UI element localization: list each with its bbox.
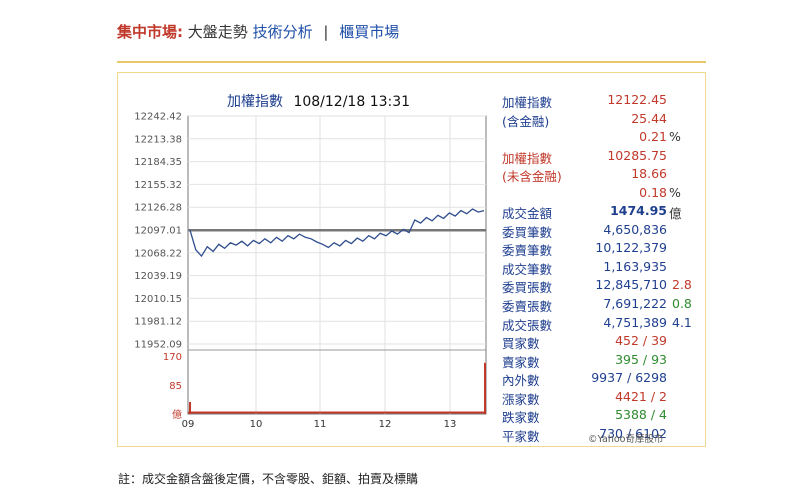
stat-row-trades: 成交筆數 1,163,935 bbox=[502, 259, 702, 278]
nav-market-label: 集中市場: bbox=[117, 23, 183, 41]
stat-row-flat: 平家數 730 / 6102 bbox=[502, 426, 702, 445]
footnote: 註：成交金額含盤後定價，不含零股、鉅額、拍賣及標購 bbox=[118, 472, 419, 486]
stat-row-incl-fin: (含金融) 25.44 bbox=[502, 111, 702, 130]
ex-fin-label: (未含金融) bbox=[502, 169, 562, 185]
ask-orders-value: 10,122,379 bbox=[595, 240, 667, 256]
chart-title-name: 加權指數 bbox=[227, 94, 283, 110]
stat-row-ex-fin-index: 加權指數 10285.75 bbox=[502, 148, 702, 167]
chart-title-datetime: 108/12/18 13:31 bbox=[293, 94, 411, 110]
y-tick-label: 12068.22 bbox=[134, 248, 182, 259]
inout-label: 內外數 bbox=[502, 373, 540, 389]
y-tick-label: 12039.19 bbox=[134, 271, 182, 282]
stat-row-sellers: 賣家數 395 / 93 bbox=[502, 352, 702, 371]
bid-orders-label: 委買筆數 bbox=[502, 224, 553, 240]
stat-row-ex-fin-pct: 0.18 % bbox=[502, 185, 702, 204]
ask-lots-value: 7,691,222 bbox=[603, 296, 667, 312]
down-value: 5388 / 4 bbox=[615, 407, 667, 423]
y-tick-label: 12010.15 bbox=[134, 294, 182, 305]
ask-orders-label: 委賣筆數 bbox=[502, 243, 553, 259]
stat-row-up: 漲家數 4421 / 2 bbox=[502, 389, 702, 408]
turnover-value: 1474.95 bbox=[610, 203, 667, 219]
sellers-label: 賣家數 bbox=[502, 354, 540, 370]
ex-fin-pct: 0.18 bbox=[639, 184, 667, 200]
incl-fin-change: 25.44 bbox=[631, 110, 667, 126]
stat-row-bid-lots: 委買張數 12,845,710 2.8 bbox=[502, 277, 702, 296]
trades-label: 成交筆數 bbox=[502, 261, 553, 277]
index-line bbox=[189, 208, 485, 258]
up-label: 漲家數 bbox=[502, 391, 540, 407]
stat-row-turnover: 成交金額 1474.95 億 bbox=[502, 203, 702, 222]
volume-lots-value: 4,751,389 bbox=[603, 314, 667, 330]
ex-fin-index-value: 10285.75 bbox=[607, 147, 667, 163]
incl-fin-label: (含金融) bbox=[502, 113, 550, 129]
ask-lots-label: 委賣張數 bbox=[502, 299, 553, 315]
stat-row-ex-fin: (未含金融) 18.66 bbox=[502, 166, 702, 185]
up-value: 4421 / 2 bbox=[615, 388, 667, 404]
stat-row-buyers: 買家數 452 / 39 bbox=[502, 333, 702, 352]
trades-value: 1,163,935 bbox=[603, 258, 667, 274]
down-label: 跌家數 bbox=[502, 410, 540, 426]
stat-row-ask-lots: 委賣張數 7,691,222 0.8 bbox=[502, 296, 702, 315]
x-tick-label: 10 bbox=[250, 419, 263, 430]
stat-row-bid-orders: 委買筆數 4,650,836 bbox=[502, 222, 702, 241]
turnover-unit: 億 bbox=[669, 206, 682, 222]
y-tick-label: 12097.01 bbox=[134, 226, 182, 237]
y-tick-label: 12184.35 bbox=[134, 157, 182, 168]
y-tick-label: 12126.28 bbox=[134, 203, 182, 214]
volume-tick-label: 億 bbox=[172, 408, 182, 421]
stat-row-inout: 內外數 9937 / 6298 bbox=[502, 370, 702, 389]
inout-value: 9937 / 6298 bbox=[591, 370, 667, 386]
yahoo-credit: ©Yahoo奇摩股市 bbox=[588, 434, 664, 445]
buyers-value: 452 / 39 bbox=[615, 333, 667, 349]
volume-tick-label: 170 bbox=[163, 352, 182, 363]
stats-panel: 加權指數 12122.45 (含金融) 25.44 0.21 % 加權指數 10… bbox=[502, 92, 702, 444]
y-tick-label: 11952.09 bbox=[134, 340, 182, 351]
index-value: 12122.45 bbox=[607, 92, 667, 107]
incl-fin-pct: 0.21 bbox=[639, 129, 667, 145]
top-nav: 集中市場: 大盤走勢 技術分析 | 櫃買市場 bbox=[117, 21, 399, 42]
bid-lots-value: 12,845,710 bbox=[595, 277, 667, 293]
y-tick-label: 11981.12 bbox=[134, 317, 182, 328]
ex-fin-change: 18.66 bbox=[631, 166, 667, 182]
ask-lots-ratio: 0.8 bbox=[672, 296, 692, 312]
stat-row-ask-orders: 委賣筆數 10,122,379 bbox=[502, 240, 702, 259]
nav-otc-link[interactable]: 櫃買市場 bbox=[339, 23, 400, 41]
bid-lots-ratio: 2.8 bbox=[672, 277, 692, 293]
index-label: 加權指數 bbox=[502, 95, 553, 110]
buyers-label: 買家數 bbox=[502, 336, 540, 352]
nav-separator: | bbox=[323, 23, 329, 41]
bid-orders-value: 4,650,836 bbox=[603, 221, 667, 237]
chart-title: 加權指數 108/12/18 13:31 bbox=[227, 91, 410, 111]
stat-row-incl-fin-pct: 0.21 % bbox=[502, 129, 702, 148]
volume-tick-label: 85 bbox=[169, 381, 182, 392]
x-tick-label: 11 bbox=[314, 419, 327, 430]
flat-value: 730 / 6102 bbox=[599, 425, 667, 441]
nav-technical-link[interactable]: 技術分析 bbox=[252, 23, 313, 41]
y-tick-label: 12155.32 bbox=[134, 180, 182, 191]
ex-fin-index-label: 加權指數 bbox=[502, 150, 553, 166]
nav-overview: 大盤走勢 bbox=[187, 23, 248, 41]
x-tick-label: 09 bbox=[182, 419, 195, 430]
stat-row-volume-lots: 成交張數 4,751,389 4.1 bbox=[502, 315, 702, 334]
pct-sign: % bbox=[669, 129, 681, 145]
sellers-value: 395 / 93 bbox=[615, 351, 667, 367]
bid-lots-label: 委買張數 bbox=[502, 280, 553, 296]
volume-lots-ratio: 4.1 bbox=[672, 314, 692, 330]
y-tick-label: 12213.38 bbox=[134, 134, 182, 145]
x-tick-label: 12 bbox=[379, 419, 392, 430]
pct-sign-2: % bbox=[669, 184, 681, 200]
flat-label: 平家數 bbox=[502, 428, 540, 444]
stat-row-down: 跌家數 5388 / 4 bbox=[502, 407, 702, 426]
x-tick-label: 13 bbox=[444, 419, 457, 430]
chart-frame bbox=[187, 115, 487, 415]
header-divider bbox=[117, 61, 706, 63]
market-panel bbox=[117, 72, 706, 447]
stat-row-index: 加權指數 12122.45 bbox=[502, 92, 702, 111]
y-tick-label: 12242.42 bbox=[134, 112, 182, 123]
turnover-label: 成交金額 bbox=[502, 206, 553, 222]
volume-lots-label: 成交張數 bbox=[502, 317, 553, 333]
